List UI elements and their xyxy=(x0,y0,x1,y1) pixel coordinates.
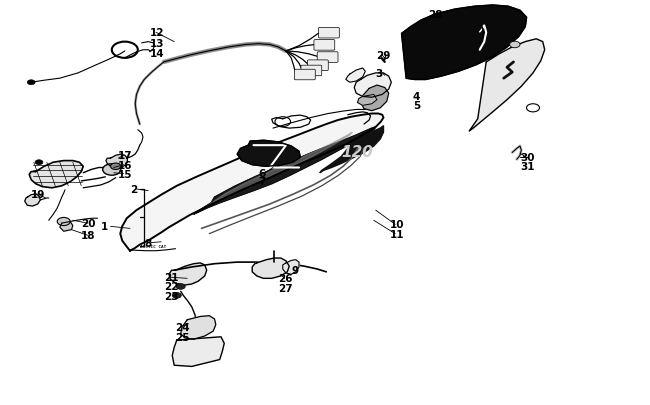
Text: 19: 19 xyxy=(31,190,46,199)
Circle shape xyxy=(111,164,121,170)
Circle shape xyxy=(35,160,43,165)
Text: 9: 9 xyxy=(291,266,298,275)
Text: 24: 24 xyxy=(176,322,190,332)
Text: 10: 10 xyxy=(390,220,404,230)
Text: 5: 5 xyxy=(413,101,420,111)
Text: 25: 25 xyxy=(176,332,190,342)
Polygon shape xyxy=(346,69,365,83)
Text: 17: 17 xyxy=(118,151,133,161)
Circle shape xyxy=(27,81,35,85)
Polygon shape xyxy=(60,222,73,232)
Text: 16: 16 xyxy=(118,160,133,170)
Text: 13: 13 xyxy=(150,39,164,49)
Polygon shape xyxy=(207,133,352,207)
Text: 12: 12 xyxy=(150,28,164,38)
Text: 27: 27 xyxy=(278,284,292,293)
Polygon shape xyxy=(402,6,526,80)
Circle shape xyxy=(172,293,181,298)
Polygon shape xyxy=(469,40,545,132)
Polygon shape xyxy=(181,316,216,339)
Polygon shape xyxy=(29,161,83,188)
Text: 6: 6 xyxy=(259,168,266,178)
Circle shape xyxy=(103,164,121,176)
Polygon shape xyxy=(25,194,40,207)
Text: 2: 2 xyxy=(130,185,137,194)
Text: 15: 15 xyxy=(118,169,133,179)
FancyBboxPatch shape xyxy=(318,28,339,39)
Text: 20: 20 xyxy=(81,219,96,228)
Polygon shape xyxy=(169,263,207,286)
FancyBboxPatch shape xyxy=(301,66,322,77)
Text: 21: 21 xyxy=(164,273,178,282)
Text: 4: 4 xyxy=(413,92,420,101)
Circle shape xyxy=(57,218,70,226)
Circle shape xyxy=(176,284,185,290)
Polygon shape xyxy=(172,337,224,367)
Text: 1: 1 xyxy=(101,222,108,232)
FancyBboxPatch shape xyxy=(317,53,338,63)
Polygon shape xyxy=(106,155,127,168)
FancyBboxPatch shape xyxy=(307,61,328,71)
Polygon shape xyxy=(252,258,289,279)
Text: 23: 23 xyxy=(164,292,178,301)
Text: 11: 11 xyxy=(390,229,404,239)
Text: 120: 120 xyxy=(341,145,374,159)
Polygon shape xyxy=(358,95,377,106)
Text: 30: 30 xyxy=(520,152,534,162)
Polygon shape xyxy=(320,126,384,173)
Text: 14: 14 xyxy=(150,49,164,58)
Polygon shape xyxy=(120,114,384,251)
Text: 3: 3 xyxy=(376,69,383,79)
Polygon shape xyxy=(283,260,299,275)
FancyBboxPatch shape xyxy=(314,40,335,51)
Polygon shape xyxy=(237,141,300,167)
Text: 18: 18 xyxy=(81,231,96,241)
Text: ARCTIC CAT: ARCTIC CAT xyxy=(140,244,166,248)
Text: 28: 28 xyxy=(428,11,442,20)
Circle shape xyxy=(510,42,520,49)
Text: 7: 7 xyxy=(259,177,266,186)
Text: 26: 26 xyxy=(278,274,292,284)
Polygon shape xyxy=(361,86,389,111)
Text: 31: 31 xyxy=(520,162,534,172)
Polygon shape xyxy=(194,128,376,215)
Text: 22: 22 xyxy=(164,282,178,292)
Polygon shape xyxy=(354,74,391,98)
Text: 8: 8 xyxy=(144,238,151,248)
FancyBboxPatch shape xyxy=(294,70,315,81)
Text: 29: 29 xyxy=(376,51,390,61)
